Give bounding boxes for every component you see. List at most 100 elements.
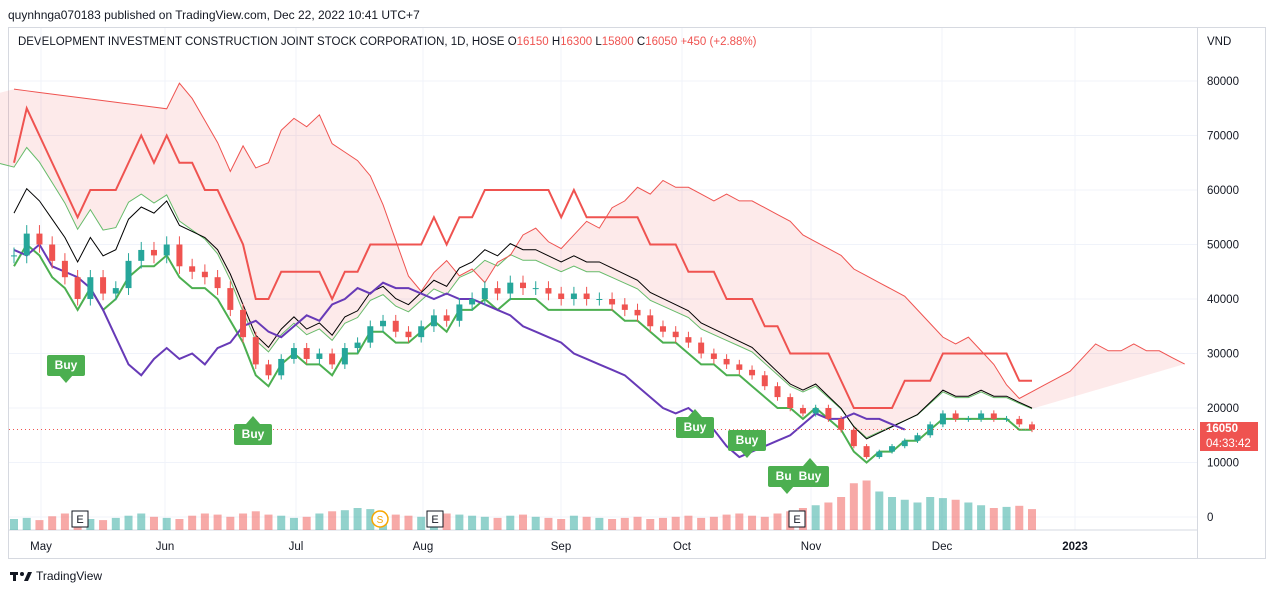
publisher-line: quynhnga070183 published on TradingView.…	[8, 8, 420, 22]
volume-bar	[977, 505, 986, 530]
volume-bar	[620, 517, 629, 530]
y-tick-label: 80000	[1207, 76, 1239, 88]
open-label: O	[507, 36, 517, 48]
candle-body	[889, 446, 896, 452]
candle-body	[252, 337, 259, 365]
x-tick-label: May	[30, 541, 52, 553]
volume-bar	[226, 516, 235, 530]
y-tick-label: 40000	[1207, 294, 1239, 306]
candle-body	[125, 260, 132, 289]
candle-body	[749, 369, 756, 376]
candle-body	[176, 244, 183, 267]
volume-bar	[264, 514, 273, 530]
candle-body	[418, 326, 425, 338]
candle-body	[698, 342, 705, 354]
y-tick-label: 60000	[1207, 185, 1239, 197]
y-tick-label: 0	[1207, 512, 1213, 524]
volume-bar	[557, 519, 566, 530]
candle-body	[443, 315, 450, 321]
volume-bar	[404, 515, 413, 530]
volume-bar	[188, 515, 197, 530]
candle-body	[11, 255, 17, 257]
volume-bar	[684, 515, 693, 530]
x-tick-label: Oct	[673, 541, 692, 553]
low-value: 15800	[601, 36, 634, 48]
volume-bar	[175, 519, 184, 530]
buy-signal-marker: Buy	[791, 458, 829, 487]
volume-bar	[149, 516, 158, 530]
candle-body	[240, 309, 247, 338]
buy-label: Buy	[736, 433, 759, 447]
candle-body	[723, 358, 730, 365]
tradingview-logo[interactable]: TradingView	[10, 569, 102, 583]
volume-bar	[646, 519, 655, 530]
candle-body	[481, 288, 488, 299]
volume-bar	[671, 516, 680, 530]
y-tick-label: 10000	[1207, 458, 1239, 470]
open-value: 16150	[516, 36, 549, 48]
volume-bar	[760, 516, 769, 530]
volume-bar	[811, 505, 820, 530]
buy-badge	[791, 466, 829, 487]
earnings-event-label: E	[793, 514, 800, 526]
buy-signal-marker: Buy	[47, 355, 85, 383]
chart-pane[interactable]	[8, 27, 1198, 559]
buy-label: Buy	[684, 420, 707, 434]
candle-body	[36, 233, 43, 245]
volume-bar	[468, 515, 477, 530]
volume-bar	[824, 502, 833, 530]
candle-body	[1003, 418, 1010, 420]
volume-bar	[888, 497, 897, 530]
volume-bar	[837, 497, 846, 530]
candle-body	[812, 408, 819, 414]
earnings-event-icon	[426, 510, 444, 528]
candle-body	[978, 413, 985, 419]
volume-bar	[519, 514, 527, 530]
candle-body	[214, 277, 221, 289]
candle-body	[201, 271, 208, 278]
kijun-sen-line	[13, 187, 1033, 440]
candle-body	[634, 309, 641, 316]
volume-bar	[595, 517, 604, 530]
candle-body	[112, 288, 119, 294]
candle-body	[570, 293, 577, 299]
y-tick-label: 70000	[1207, 131, 1239, 143]
volume-bar	[773, 513, 782, 530]
candle-body	[545, 288, 552, 294]
volume-bar	[442, 513, 451, 530]
candle-body	[405, 331, 412, 338]
high-label: H	[551, 36, 561, 48]
candle-body	[138, 249, 145, 261]
x-tick-label: Dec	[932, 541, 953, 553]
earnings-event-label: E	[431, 514, 438, 526]
volume-bar	[938, 498, 947, 530]
split-event-icon	[371, 510, 389, 528]
symbol-title[interactable]: DEVELOPMENT INVESTMENT CONSTRUCTION JOIN…	[18, 36, 505, 48]
candle-body	[774, 386, 781, 398]
candle-body	[939, 413, 946, 425]
y-tick-label: 20000	[1207, 403, 1239, 415]
volume-bar	[697, 517, 706, 530]
low-label: L	[595, 36, 602, 48]
x-tick-label: Jul	[289, 541, 304, 553]
volume-bar	[111, 517, 120, 530]
volume-bar	[633, 516, 642, 530]
volume-bar	[86, 519, 95, 530]
volume-bar	[989, 508, 998, 530]
volume-bar	[417, 516, 426, 530]
buy-label: Buy	[55, 358, 78, 372]
volume-bar	[340, 510, 349, 530]
price-scale[interactable]	[1198, 27, 1266, 559]
candle-body	[341, 348, 348, 365]
candle-body	[838, 418, 845, 430]
candle-body	[49, 244, 56, 261]
candle-body	[736, 364, 743, 370]
countdown-tag: 04:33:42	[1200, 437, 1258, 451]
candle-body	[520, 282, 526, 289]
volume-bar	[391, 514, 400, 530]
candle-body	[647, 315, 654, 327]
candle-body	[227, 288, 234, 310]
candle-body	[901, 440, 908, 447]
buy-arrow	[803, 458, 817, 466]
